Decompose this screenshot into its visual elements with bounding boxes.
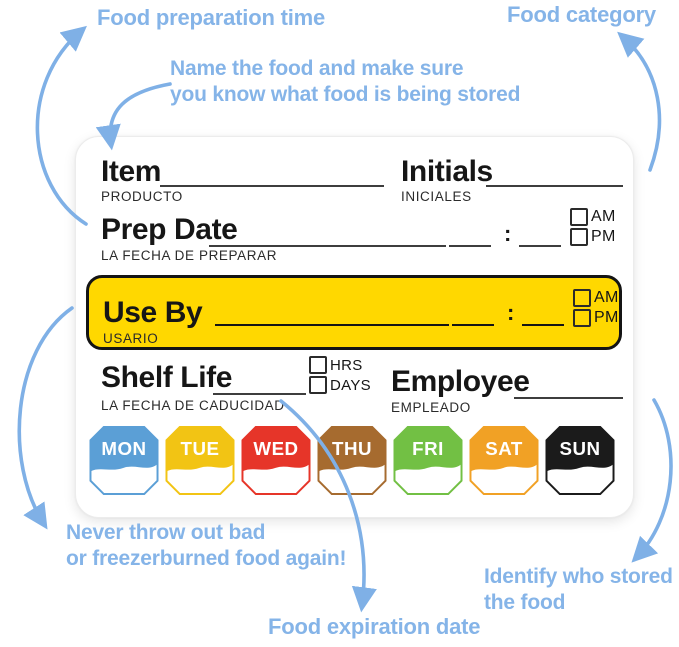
day-sticker-tue: TUE xyxy=(165,425,235,496)
employee-write-line xyxy=(514,367,623,399)
weekday-sticker-strip: MON TUE WED THU FRI SAT SUN xyxy=(89,425,615,496)
caption-name-food-line2: you know what food is being stored xyxy=(170,83,521,106)
day-sticker-text: SUN xyxy=(559,438,600,459)
use-by-box: Use By USARIO : AM PM xyxy=(86,275,622,350)
prep-date-label-es: LA FECHA DE PREPARAR xyxy=(101,248,278,263)
arrow-name-food xyxy=(95,82,172,151)
prep-date-write-line xyxy=(209,215,446,247)
use-by-hour-line xyxy=(452,294,494,326)
initials-write-line xyxy=(486,157,623,187)
employee-label: Employee xyxy=(391,365,530,398)
day-sticker-sun: SUN xyxy=(545,425,615,496)
item-label: Item xyxy=(101,155,162,188)
prep-pm-label: PM xyxy=(591,228,616,245)
day-sticker-wed: WED xyxy=(241,425,311,496)
day-sticker-text: FRI xyxy=(412,438,444,459)
use-by-am-row: AM xyxy=(573,289,619,307)
caption-name-food: Name the food and make sure you know wha… xyxy=(170,56,520,108)
shelf-life-label: Shelf Life xyxy=(101,361,233,394)
use-by-label: Use By xyxy=(103,296,203,329)
day-sticker-sat: SAT xyxy=(469,425,539,496)
shelf-unit-group: HRS DAYS xyxy=(309,356,371,394)
prep-am-row: AM xyxy=(570,208,616,226)
caption-never-throw-line2: or freezerburned food again! xyxy=(66,547,347,570)
item-write-line xyxy=(160,157,384,187)
prep-ampm-group: AM PM xyxy=(570,208,616,246)
prep-hour-line xyxy=(449,215,491,247)
caption-identify-line1: Identify who stored xyxy=(484,565,673,588)
use-by-label-es: USARIO xyxy=(103,331,159,346)
day-sticker-mon: MON xyxy=(89,425,159,496)
caption-expiration: Food expiration date xyxy=(268,614,481,640)
initials-label: Initials xyxy=(401,155,493,188)
employee-label-es: EMPLEADO xyxy=(391,400,471,415)
caption-never-throw-line1: Never throw out bad xyxy=(66,521,266,544)
days-label: DAYS xyxy=(330,376,371,394)
caption-prep-time-text: Food preparation time xyxy=(97,5,326,30)
prep-minute-line xyxy=(519,215,561,247)
arrow-never-throw xyxy=(17,306,74,530)
day-sticker-text: WED xyxy=(253,438,298,459)
item-label-es: PRODUCTO xyxy=(101,189,183,204)
day-sticker-text: THU xyxy=(332,438,372,459)
use-by-pm-checkbox xyxy=(573,309,591,327)
prep-pm-row: PM xyxy=(570,228,616,246)
initials-label-es: INICIALES xyxy=(401,189,472,204)
caption-category-text: Food category xyxy=(507,2,656,27)
day-sticker-fri: FRI xyxy=(393,425,463,496)
use-by-am-label: AM xyxy=(594,289,619,306)
food-rotation-label: Item PRODUCTO Initials INICIALES Prep Da… xyxy=(75,136,634,518)
day-sticker-text: SAT xyxy=(485,438,523,459)
caption-expiration-text: Food expiration date xyxy=(268,614,481,639)
caption-never-throw: Never throw out bad or freezerburned foo… xyxy=(66,520,346,572)
caption-identify: Identify who stored the food xyxy=(484,564,673,616)
hrs-label: HRS xyxy=(330,356,363,374)
prep-pm-checkbox xyxy=(570,228,588,246)
hrs-checkbox xyxy=(309,356,327,374)
use-by-write-line xyxy=(215,294,449,326)
prep-am-checkbox xyxy=(570,208,588,226)
prep-time-colon: : xyxy=(504,221,512,246)
use-by-time-colon: : xyxy=(507,300,515,325)
day-sticker-text: TUE xyxy=(181,438,220,459)
day-sticker-text: MON xyxy=(101,438,146,459)
days-row: DAYS xyxy=(309,376,371,394)
caption-identify-line2: the food xyxy=(484,591,566,614)
caption-name-food-line1: Name the food and make sure xyxy=(170,57,464,80)
use-by-am-checkbox xyxy=(573,289,591,307)
hrs-row: HRS xyxy=(309,356,371,374)
prep-am-label: AM xyxy=(591,208,616,225)
caption-prep-time: Food preparation time xyxy=(97,5,325,31)
use-by-ampm-group: AM PM xyxy=(573,289,619,327)
use-by-minute-line xyxy=(522,294,564,326)
shelf-life-label-es: LA FECHA DE CADUCIDAD xyxy=(101,398,285,413)
caption-category: Food category xyxy=(507,2,656,28)
arrow-identify xyxy=(631,398,673,563)
use-by-pm-label: PM xyxy=(594,309,619,326)
day-sticker-thu: THU xyxy=(317,425,387,496)
prep-date-label: Prep Date xyxy=(101,213,238,246)
shelf-life-write-line xyxy=(213,363,306,395)
days-checkbox xyxy=(309,376,327,394)
use-by-pm-row: PM xyxy=(573,309,619,327)
